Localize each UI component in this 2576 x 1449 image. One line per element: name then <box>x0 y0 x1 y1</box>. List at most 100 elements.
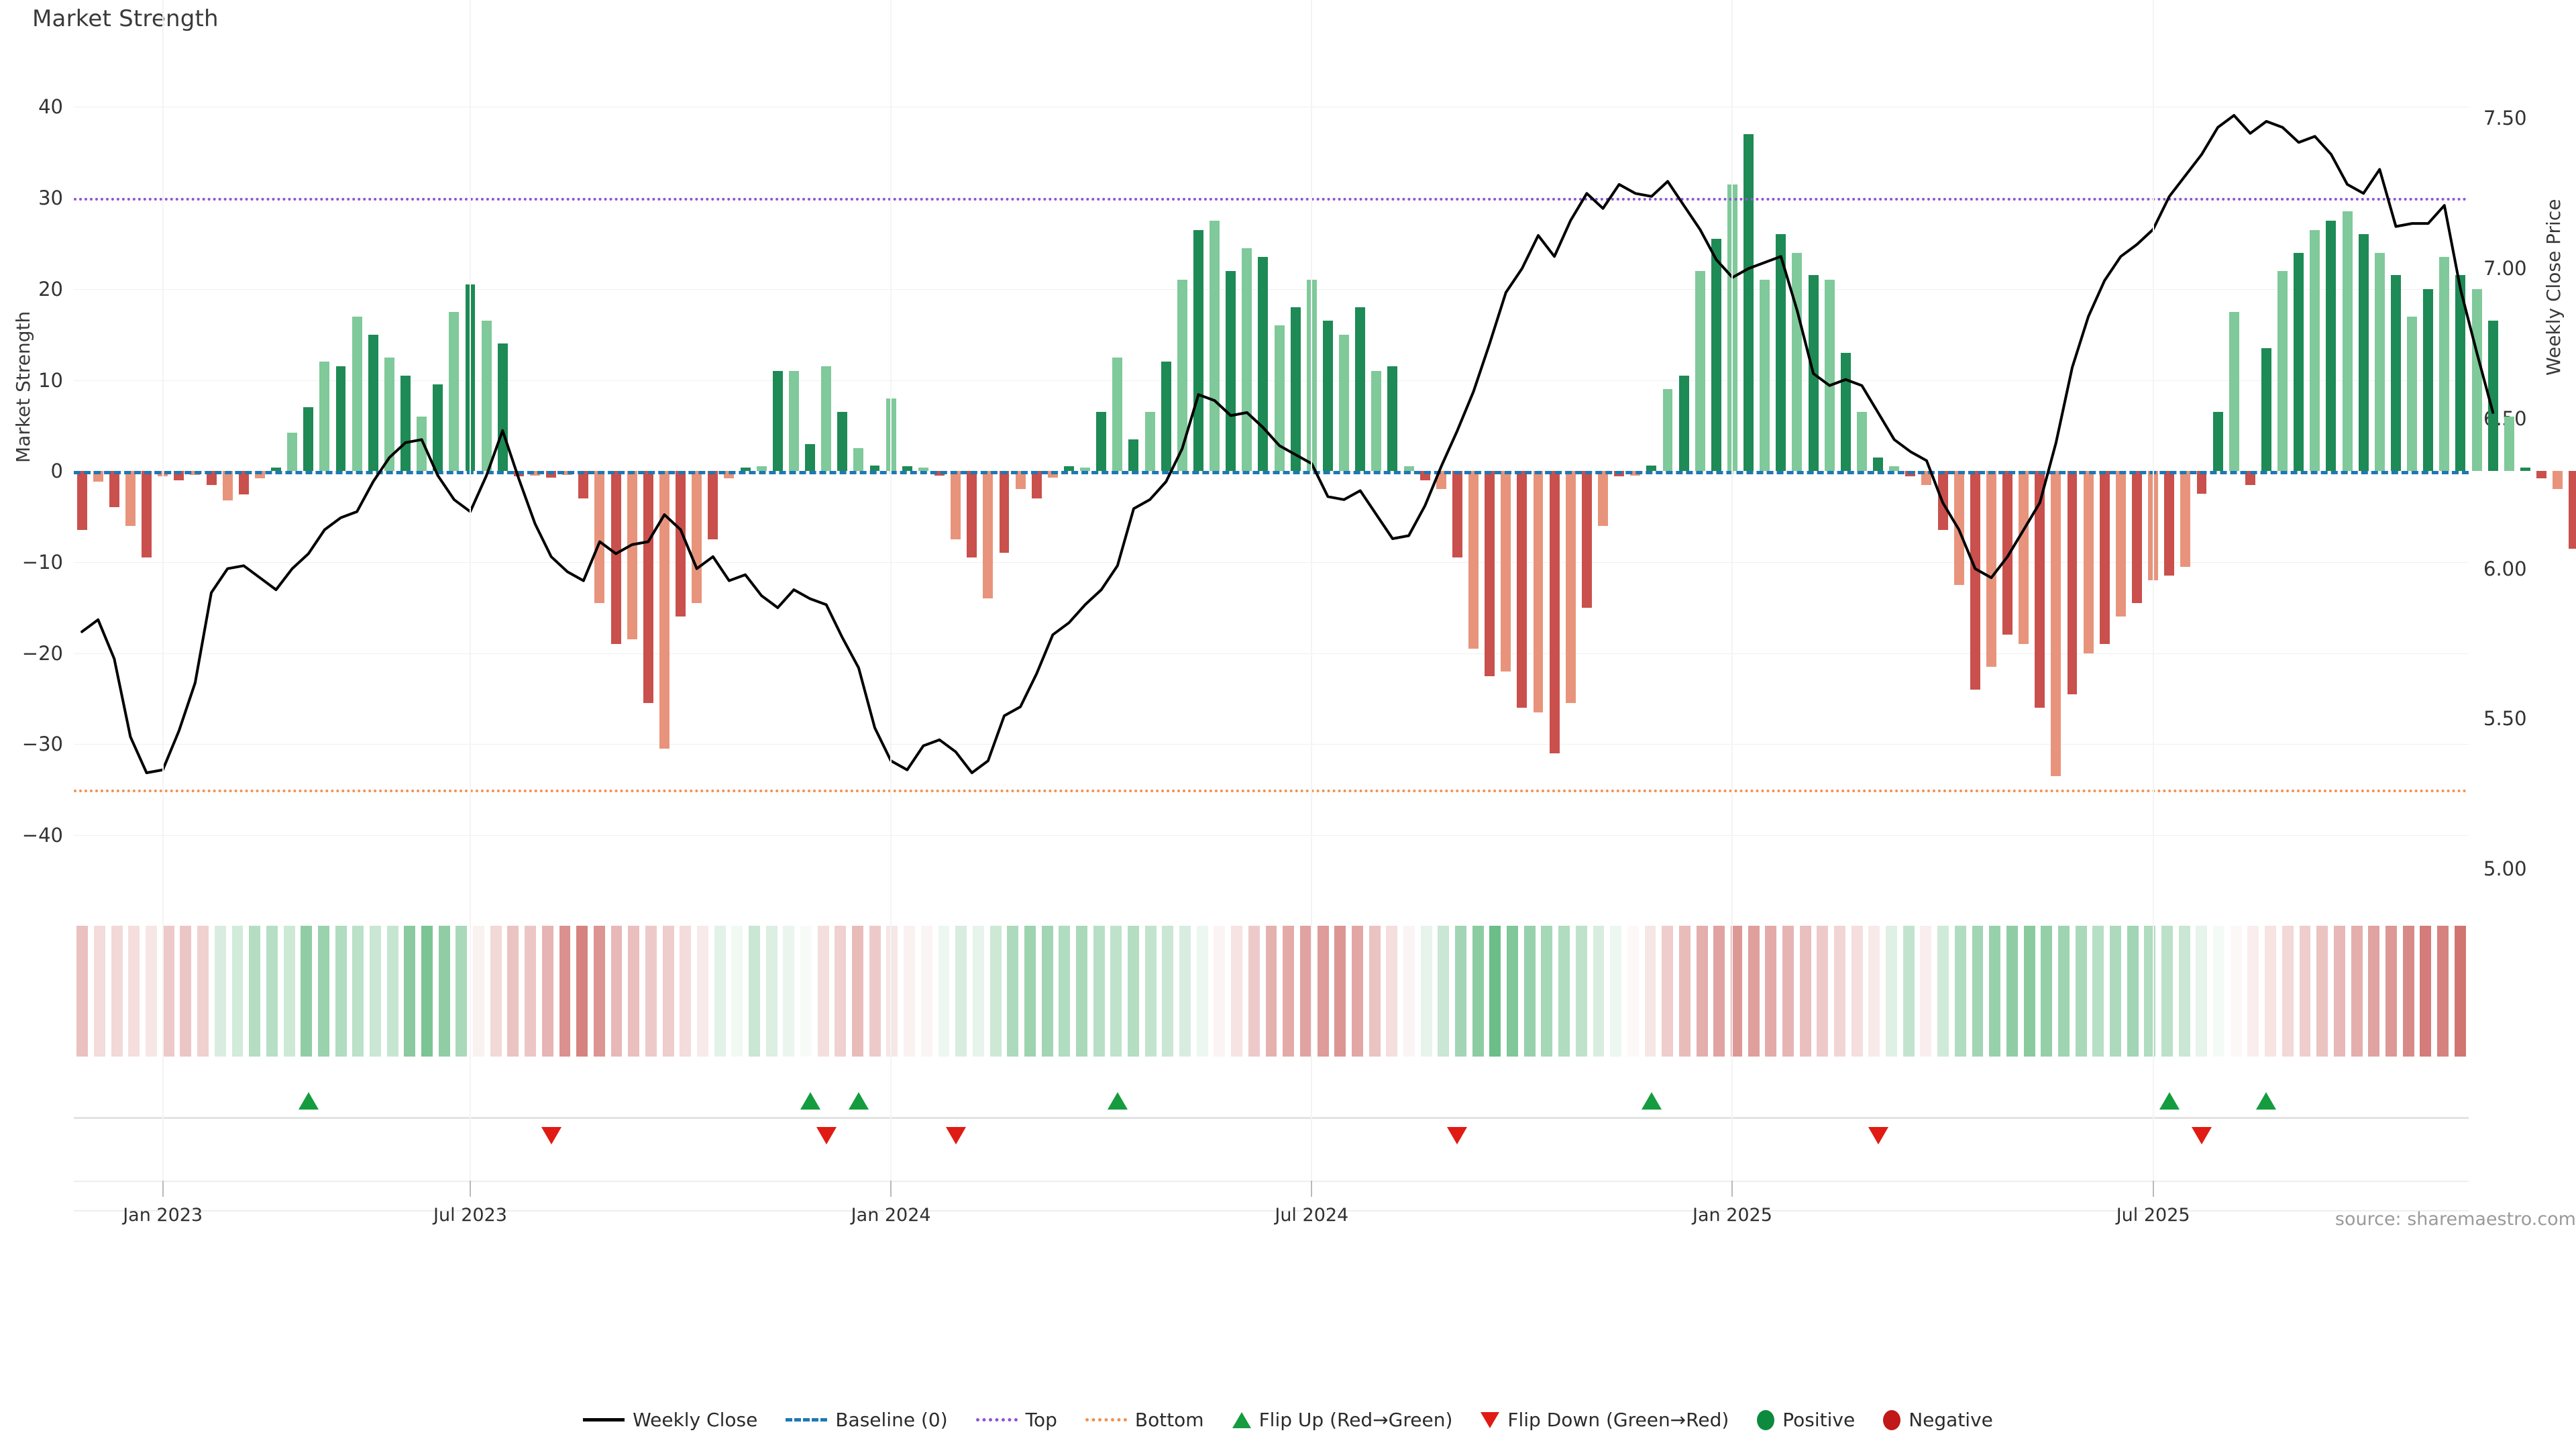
heat-cell <box>1713 926 1725 1057</box>
legend-triangle-up-icon <box>1232 1411 1251 1428</box>
strength-bar <box>853 448 864 472</box>
strength-bar <box>2358 234 2369 472</box>
heat-cell <box>1678 926 1690 1057</box>
strength-bar <box>1970 471 1980 690</box>
strength-bar <box>1549 471 1560 753</box>
heat-cell <box>1283 926 1295 1057</box>
heat-cell <box>1059 926 1071 1057</box>
heat-cell <box>2299 926 2311 1057</box>
heat-cell <box>1144 926 1157 1057</box>
heat-cell <box>576 926 588 1057</box>
heat-cell <box>438 926 450 1057</box>
strength-bar <box>1144 412 1155 472</box>
strength-bar <box>627 471 637 640</box>
strength-bar <box>1290 307 1301 472</box>
legend-item[interactable]: Negative <box>1883 1409 1993 1431</box>
y-axis-right-tick: 7.50 <box>2483 107 2527 130</box>
heat-cell <box>904 926 916 1057</box>
y-axis-left-tick: 30 <box>38 186 63 210</box>
strength-bar <box>692 471 702 603</box>
legend-item[interactable]: Flip Down (Green→Red) <box>1481 1409 1729 1431</box>
heat-cell <box>1644 926 1656 1057</box>
heat-cell <box>835 926 847 1057</box>
y-axis-left-tick: −30 <box>21 733 63 756</box>
strength-bar <box>1743 134 1754 472</box>
strength-bar <box>2132 471 2142 603</box>
x-axis-guide <box>469 0 471 1181</box>
legend-item[interactable]: Positive <box>1757 1409 1855 1431</box>
legend-label: Weekly Close <box>633 1409 758 1431</box>
x-axis-tick <box>469 1181 471 1197</box>
x-axis-tick <box>2152 1181 2154 1197</box>
heat-cell <box>1162 926 1174 1057</box>
strength-bar <box>2326 221 2337 472</box>
strength-bar <box>676 471 686 617</box>
heat-cell <box>2282 926 2294 1057</box>
heat-cell <box>2436 926 2449 1057</box>
heat-cell <box>1937 926 1949 1057</box>
legend-item[interactable]: Top <box>975 1409 1057 1431</box>
heat-cell <box>1179 926 1191 1057</box>
heat-cell <box>146 926 158 1057</box>
strength-bar <box>142 471 152 558</box>
strength-bar <box>2569 471 2576 549</box>
heat-cell <box>249 926 261 1057</box>
heat-cell <box>2075 926 2087 1057</box>
legend-item[interactable]: Baseline (0) <box>786 1409 948 1431</box>
strength-bar <box>2504 416 2514 472</box>
heat-cell <box>2351 926 2363 1057</box>
heat-cell <box>369 926 381 1057</box>
strength-bar <box>287 433 298 472</box>
strength-bar <box>2212 412 2223 472</box>
x-axis-line <box>74 1181 2469 1182</box>
gridline <box>74 380 2469 381</box>
strength-bar <box>2083 471 2094 653</box>
y-axis-left-tick: −40 <box>21 824 63 847</box>
heat-cell <box>1989 926 2001 1057</box>
strength-bar <box>643 471 653 704</box>
heat-cell <box>1902 926 1915 1057</box>
strength-bar <box>1258 257 1269 472</box>
heat-cell <box>404 926 416 1057</box>
strength-bar <box>1598 471 1608 526</box>
heat-cell <box>765 926 777 1057</box>
strength-bar <box>772 370 783 472</box>
strength-bar <box>384 357 394 472</box>
heat-cell <box>1110 926 1122 1057</box>
legend-triangle-down-icon <box>1481 1411 1500 1428</box>
strength-bar <box>1242 248 1252 472</box>
strength-bar <box>1856 412 1867 472</box>
legend-dotted-line-icon <box>975 1418 1018 1421</box>
heat-cell <box>886 926 898 1057</box>
heat-cell <box>197 926 209 1057</box>
heat-cell <box>2057 926 2070 1057</box>
heat-cell <box>541 926 553 1057</box>
strength-bar <box>1533 471 1544 712</box>
heat-cell <box>680 926 692 1057</box>
heat-cell <box>1334 926 1346 1057</box>
flip-up-marker <box>1641 1092 1662 1110</box>
legend-line-icon <box>583 1418 625 1421</box>
heat-cell <box>2178 926 2190 1057</box>
heat-cell <box>455 926 468 1057</box>
legend-item[interactable]: Weekly Close <box>583 1409 757 1431</box>
flip-up-marker <box>800 1092 820 1110</box>
heat-cell <box>2402 926 2414 1057</box>
strength-bar <box>1646 466 1657 472</box>
flip-down-marker <box>541 1127 561 1144</box>
strength-bar <box>2342 211 2353 472</box>
strength-bar <box>2374 252 2385 472</box>
chart-legend: Weekly Close Baseline (0) Top Bottom Flip Up… <box>0 1409 2576 1431</box>
heat-cell <box>1317 926 1329 1057</box>
baseline-line <box>74 471 2469 475</box>
legend-item[interactable]: Flip Up (Red→Green) <box>1232 1409 1452 1431</box>
strength-bar <box>1274 325 1285 472</box>
heat-cell <box>610 926 623 1057</box>
legend-label: Baseline (0) <box>835 1409 948 1431</box>
heat-cell <box>1128 926 1139 1057</box>
heat-cell <box>1558 926 1570 1057</box>
y-axis-left-tick: −20 <box>21 641 63 665</box>
heat-cell <box>989 926 1002 1057</box>
legend-item[interactable]: Bottom <box>1085 1409 1204 1431</box>
heat-cell <box>1886 926 1898 1057</box>
